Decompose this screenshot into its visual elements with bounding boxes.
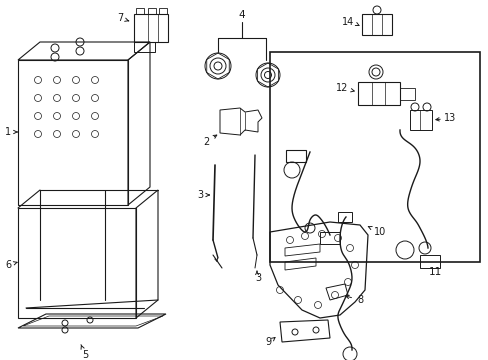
Text: 13: 13 [443, 113, 455, 123]
Text: 3: 3 [197, 190, 209, 200]
Bar [269, 52, 479, 262]
Text: 2: 2 [203, 135, 216, 147]
Text: 1: 1 [5, 127, 17, 137]
Text: 7: 7 [117, 13, 123, 23]
Text: 10: 10 [367, 226, 386, 237]
Text: 4: 4 [238, 10, 245, 20]
Text: 5: 5 [81, 345, 88, 360]
Text: 3: 3 [254, 273, 261, 283]
Text: 14: 14 [341, 17, 353, 27]
Text: 11: 11 [427, 267, 441, 277]
Text: 8: 8 [345, 295, 362, 305]
Text: 9: 9 [264, 337, 270, 347]
Text: 12: 12 [335, 83, 354, 93]
Text: 6: 6 [5, 260, 17, 270]
